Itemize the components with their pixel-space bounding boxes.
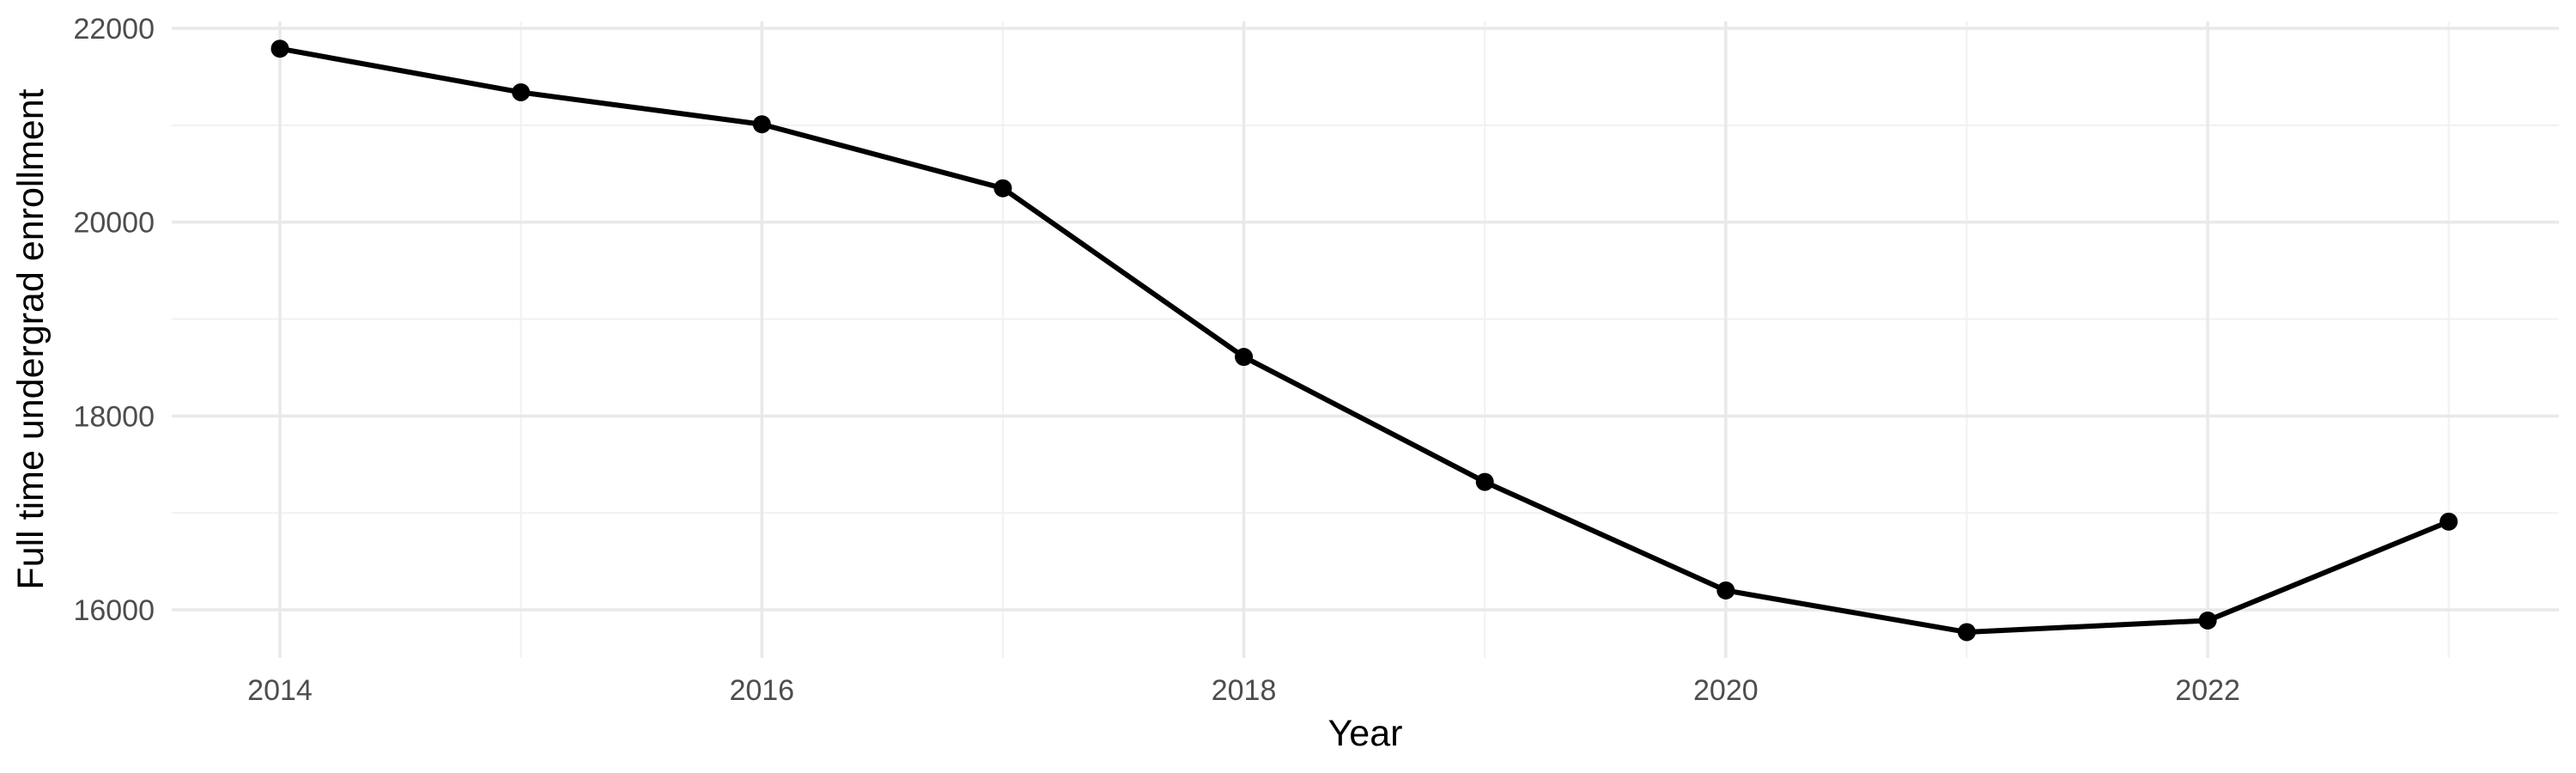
data-point-2022 — [2198, 611, 2217, 630]
data-point-2018 — [1235, 348, 1254, 367]
data-point-2014 — [270, 40, 289, 58]
data-point-2015 — [512, 82, 531, 101]
series-line — [277, 46, 2451, 635]
x-tick-label-2020: 2020 — [1693, 674, 1759, 707]
grid-major-lines — [172, 21, 2559, 658]
y-tick-label-18000: 18000 — [73, 400, 155, 433]
y-axis-title: Full time undergrad enrollment — [10, 88, 52, 589]
x-tick-label-2018: 2018 — [1212, 674, 1277, 707]
data-point-2017 — [993, 179, 1012, 198]
data-point-2020 — [1716, 581, 1735, 600]
data-point-2016 — [752, 115, 771, 134]
grid-minor-lines — [172, 21, 2559, 658]
data-series — [270, 40, 2458, 642]
data-point-2019 — [1475, 472, 1494, 491]
y-tick-label-22000: 22000 — [73, 13, 155, 46]
y-tick-label-16000: 16000 — [73, 594, 155, 627]
x-tick-label-2014: 2014 — [247, 674, 313, 707]
y-tick-label-20000: 20000 — [73, 207, 155, 240]
x-axis-title: Year — [1328, 713, 1403, 754]
axis-tick-labels: 16000 18000 20000 22000 2014 2016 2018 2020 2022 — [73, 13, 2239, 707]
x-tick-label-2022: 2022 — [2175, 674, 2240, 707]
x-tick-label-2016: 2016 — [729, 674, 794, 707]
data-point-2021 — [1957, 623, 1976, 642]
data-point-2023 — [2439, 512, 2458, 531]
